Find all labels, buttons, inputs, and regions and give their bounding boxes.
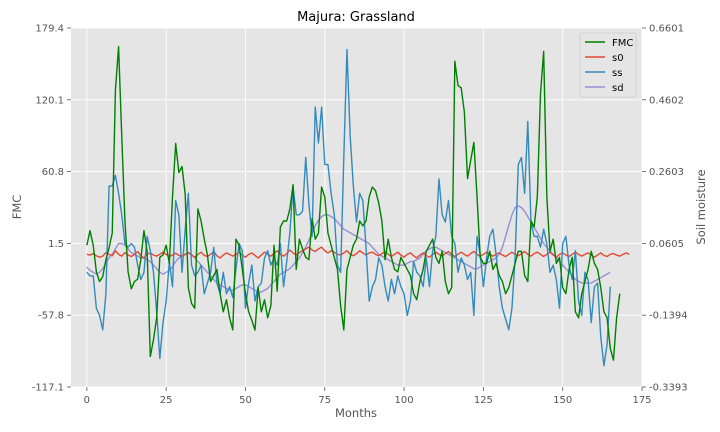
x-tick-label: 100 (395, 395, 414, 406)
x-tick-label: 0 (84, 395, 90, 406)
legend-box (579, 32, 637, 98)
y-tick-label: 120.1 (35, 95, 64, 106)
y-tick-label: -117.1 (32, 383, 64, 394)
x-tick-label: 175 (632, 395, 651, 406)
y-right-tick-label: -0.1394 (649, 311, 688, 322)
x-tick-label: 25 (160, 395, 173, 406)
y-tick-label: 60.8 (42, 167, 64, 178)
series-line-sd (86, 205, 611, 293)
y-axis-label: FMC (10, 195, 24, 220)
x-tick-label: 50 (239, 395, 252, 406)
x-axis-label: Months (335, 406, 377, 420)
y-tick-label: -57.8 (38, 311, 64, 322)
series-line-s0 (86, 246, 630, 259)
y-axis-right-label: Soil moisture (694, 169, 708, 244)
series-line-fmc (86, 45, 621, 361)
y-right-tick-label: -0.3393 (649, 383, 688, 394)
plot-area (71, 28, 642, 387)
series-line-ss (86, 48, 611, 367)
chart-title: Majura: Grassland (297, 10, 415, 25)
legend-label-ss: ss (612, 68, 622, 79)
y-right-tick-label: 0.6601 (649, 24, 684, 35)
x-tick-label: 75 (318, 395, 331, 406)
x-tick-label: 125 (474, 395, 493, 406)
y-tick-label: 179.4 (35, 24, 64, 35)
y-tick-label: 1.5 (48, 239, 64, 250)
x-axis-ticks: 0 25 50 75 100 125 150 175 (84, 387, 652, 406)
y-right-tick-label: 0.2603 (649, 167, 684, 178)
legend-label-fmc: FMC (612, 38, 633, 49)
legend-label-s0: s0 (612, 53, 624, 64)
x-tick-label: 150 (553, 395, 572, 406)
legend: FMC s0 ss sd (579, 32, 637, 98)
series-lines (86, 45, 630, 367)
y-right-tick-label: 0.0605 (649, 239, 684, 250)
y-axis-right-ticks: 0.6601 0.4602 0.2603 0.0605 -0.1394 -0.3393 (642, 24, 688, 394)
y-axis-ticks: 179.4 120.1 60.8 1.5 -57.8 -117.1 (32, 24, 71, 394)
y-right-tick-label: 0.4602 (649, 95, 684, 106)
legend-label-sd: sd (612, 83, 624, 94)
